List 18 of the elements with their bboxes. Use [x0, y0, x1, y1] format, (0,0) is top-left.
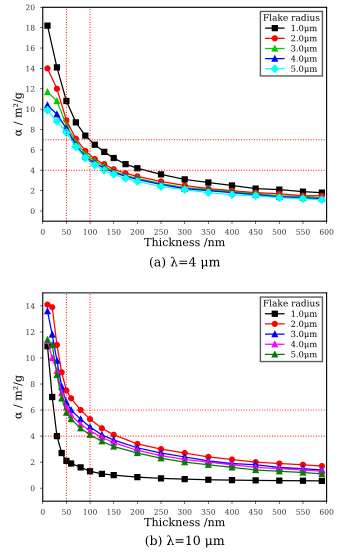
legend-label: 3.0μm — [291, 45, 317, 54]
legend-label: 4.0μm — [290, 340, 317, 349]
legend-label: 3.0μm — [291, 330, 317, 339]
legend-title: Flake radius — [263, 14, 320, 21]
legend-label: 4.0μm — [290, 55, 317, 64]
y-axis-title: α / m²/g — [13, 92, 24, 136]
y-axis-title: α / m²/g — [13, 375, 24, 419]
legend-label: 1.0μm — [292, 310, 317, 318]
legend-label: 1.0μm — [292, 24, 317, 33]
text: (a) λ=4 μm — [150, 256, 220, 269]
legend-label: 5.0μm — [291, 351, 317, 360]
legend-label: 2.0μm — [291, 35, 317, 43]
legend-label: 5.0μm — [291, 66, 317, 74]
legend-title: Flake radius — [263, 300, 320, 307]
legend-label: 2.0μm — [291, 320, 317, 329]
text: (b) λ=10 μm — [146, 535, 224, 548]
x-axis-title: Thickness /nm — [144, 238, 225, 248]
x-axis-title: Thickness /nm — [144, 518, 225, 528]
